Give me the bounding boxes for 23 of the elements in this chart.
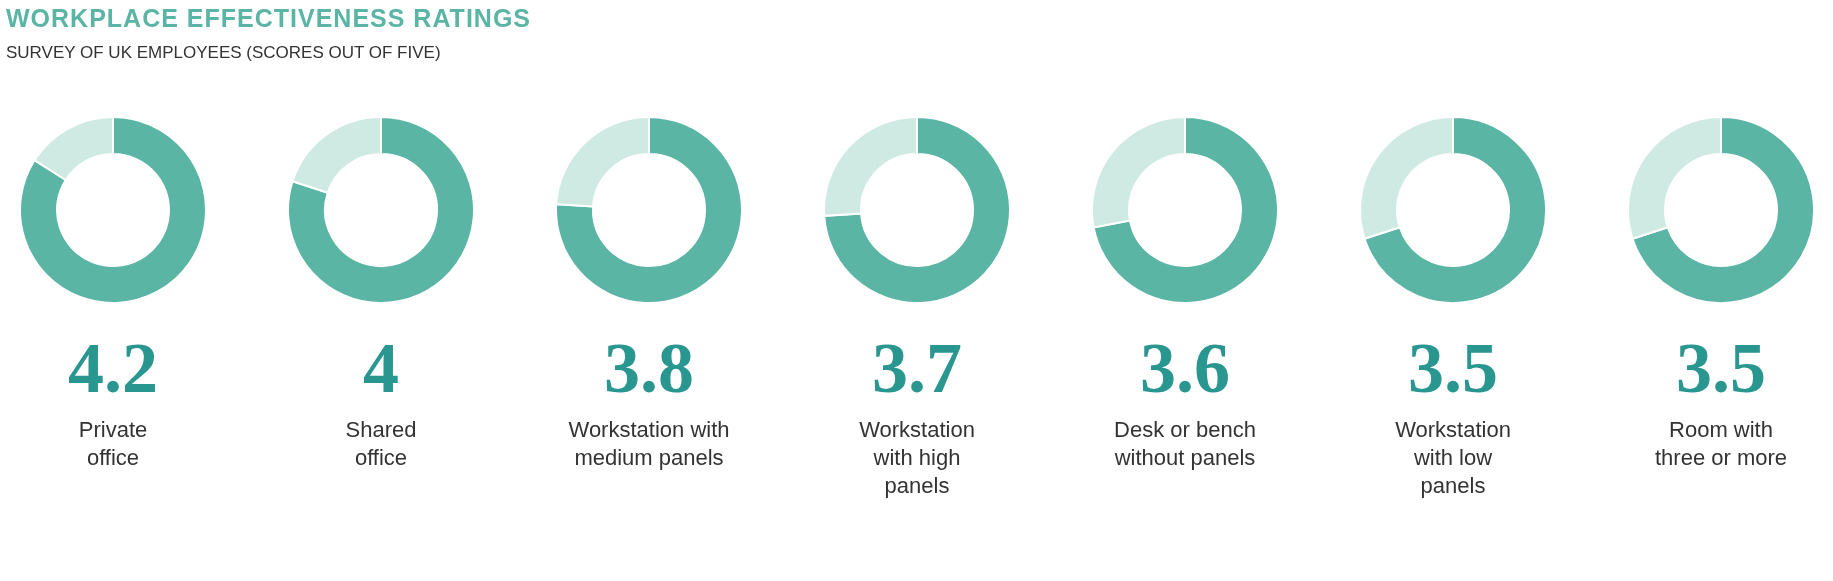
data-label: 3.8 — [604, 328, 694, 408]
donut-slice — [1363, 116, 1547, 304]
donut-slice — [287, 116, 475, 304]
text: WORKPLACE EFFECTIVENESS RATINGS — [6, 3, 532, 33]
data-label: 3.5 — [1408, 328, 1498, 408]
data-label: 4.2 — [68, 328, 158, 408]
donut-slice — [823, 116, 1011, 304]
text: Shared office — [345, 417, 417, 470]
chart-subtitle: SURVEY OF UK EMPLOYEES (SCORES OUT OF FIVE) — [6, 43, 442, 63]
text: Private office — [78, 417, 148, 470]
text: Workstation with high panels — [859, 417, 975, 498]
donut-slice — [555, 116, 743, 304]
donut-slice — [1631, 116, 1815, 304]
data-label: 3.5 — [1676, 328, 1766, 408]
donut-slice — [1092, 116, 1279, 304]
donut-slice — [19, 116, 207, 304]
data-label: 3.7 — [872, 328, 962, 408]
text: Workstation with low panels — [1395, 417, 1511, 498]
text: Desk or bench without panels — [1113, 417, 1256, 470]
text: Room with three or more — [1654, 417, 1788, 470]
text: Workstation with medium panels — [568, 417, 730, 470]
data-label: 4 — [363, 328, 399, 408]
data-label: 3.6 — [1140, 328, 1230, 408]
